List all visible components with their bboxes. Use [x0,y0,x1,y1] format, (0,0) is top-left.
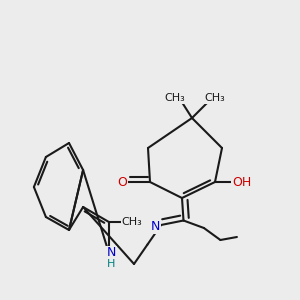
Text: CH₃: CH₃ [122,217,142,227]
Text: CH₃: CH₃ [205,93,226,103]
Text: CH₃: CH₃ [164,93,185,103]
Text: N: N [151,220,160,233]
Text: H: H [107,260,115,269]
Text: H: H [107,260,115,269]
Text: OH: OH [232,176,252,188]
Text: N: N [106,247,116,260]
Text: N: N [106,247,116,260]
Text: O: O [117,176,127,188]
